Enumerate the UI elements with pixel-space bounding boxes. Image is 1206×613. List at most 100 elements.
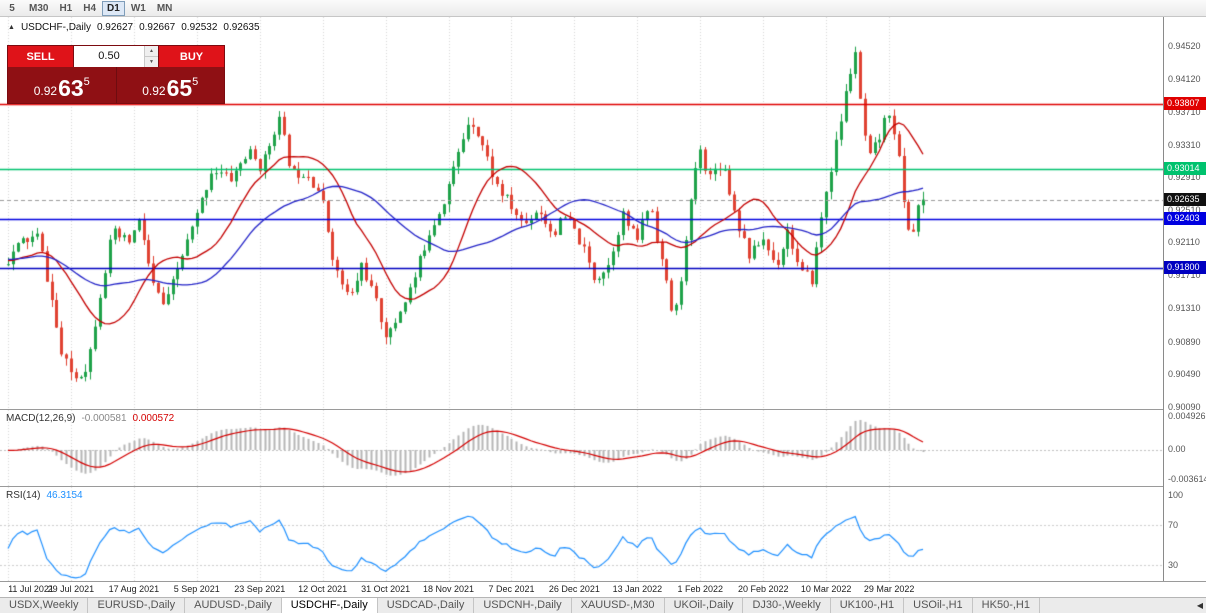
rsi-axis-label: 30 — [1168, 560, 1179, 570]
date-axis-label: 10 Mar 2022 — [800, 584, 852, 594]
ohlc-low: 0.92532 — [181, 22, 218, 33]
rsi-canvas[interactable] — [0, 487, 1163, 581]
timeframe-button-mn[interactable]: MN — [156, 2, 173, 14]
chart-tab-usdcnh-daily[interactable]: USDCNH-,Daily — [474, 598, 572, 613]
date-axis-label: 1 Feb 2022 — [677, 584, 724, 594]
date-axis-label: 18 Nov 2021 — [423, 584, 475, 594]
timeframe-button-w1[interactable]: W1 — [130, 2, 146, 14]
timeframe-button-h1[interactable]: H1 — [59, 2, 73, 14]
chart-tab-dj30-weekly[interactable]: DJ30-,Weekly — [743, 598, 831, 613]
timeframe-button-h4[interactable]: H4 — [83, 2, 97, 14]
macd-canvas[interactable] — [0, 410, 1163, 486]
lot-increase-icon[interactable]: ▲ — [145, 46, 158, 57]
ohlc-high: 0.92667 — [139, 22, 176, 33]
chart-tab-bar: USDX,Weekly EURUSD-,Daily AUDUSD-,Daily USD… — [0, 597, 1206, 613]
price-axis-label: 0.90090 — [1168, 402, 1201, 412]
macd-axis-label: -0.003614 — [1168, 474, 1206, 484]
one-click-trading-widget: SELL 0.50 ▲ ▼ BUY 0.92 63 5 0.92 — [7, 45, 225, 104]
rsi-name: RSI(14) — [6, 490, 41, 501]
date-axis-label: 11 Jul 2021 — [8, 584, 54, 594]
date-axis-label: 29 Mar 2022 — [863, 584, 915, 594]
macd-signal-value: 0.000572 — [132, 413, 175, 424]
bid-price-display[interactable]: 0.92 63 5 — [8, 67, 117, 103]
macd-axis-label: 0.00 — [1168, 444, 1186, 454]
date-axis-label: 17 Aug 2021 — [108, 584, 160, 594]
chart-tab-eurusd-daily[interactable]: EURUSD-,Daily — [88, 598, 186, 613]
price-axis-label: 0.94120 — [1168, 73, 1201, 84]
date-axis-label: 23 Sep 2021 — [234, 584, 286, 594]
chart-tab-usdchf-daily[interactable]: USDCHF-,Daily — [281, 598, 378, 613]
date-axis-label: 5 Sep 2021 — [173, 584, 220, 594]
tab-scroll-left-icon[interactable]: ◀ — [1196, 601, 1203, 610]
chart-tab-uk100-h1[interactable]: UK100-,H1 — [831, 598, 905, 613]
rsi-value: 46.3154 — [46, 490, 83, 501]
macd-axis-label: 0.004926 — [1168, 411, 1206, 421]
buy-button[interactable]: BUY — [158, 46, 224, 67]
date-axis-label: 20 Feb 2022 — [737, 584, 789, 594]
level-price-badge: 0.91800 — [1164, 260, 1206, 274]
chart-tab-xauusd-m30[interactable]: XAUUSD-,M30 — [572, 598, 665, 613]
rsi-axis-label: 70 — [1168, 520, 1179, 530]
ask-big-digits: 65 — [166, 75, 193, 102]
date-axis-label: 26 Dec 2021 — [548, 584, 600, 594]
level-price-badge: 0.93807 — [1164, 97, 1206, 111]
chart-tab-usdcad-daily[interactable]: USDCAD-,Daily — [378, 598, 475, 613]
symbol-name: USDCHF-,Daily — [20, 22, 91, 33]
lot-size-spinner[interactable]: 0.50 ▲ ▼ — [74, 46, 158, 67]
macd-name: MACD(12,26,9) — [6, 413, 76, 424]
symbol-ohlc-label: ▲ USDCHF-,Daily 0.92627 0.92667 0.92532 … — [8, 22, 260, 33]
price-axis-label: 0.93310 — [1168, 139, 1201, 150]
date-axis-label: 7 Dec 2021 — [488, 584, 535, 594]
chart-shift-icon[interactable]: ▲ — [8, 24, 15, 31]
price-axis-label: 0.92910 — [1168, 172, 1201, 183]
lot-stepper-buttons: ▲ ▼ — [144, 46, 158, 67]
price-axis-label: 0.92510 — [1168, 204, 1201, 215]
price-axis-label: 0.93710 — [1168, 107, 1201, 117]
rsi-indicator-panel: RSI(14) 46.3154 — [0, 486, 1163, 581]
ask-price-display[interactable]: 0.92 65 5 — [117, 67, 225, 103]
date-axis-label: 29 Jul 2021 — [47, 584, 95, 594]
bid-ask-row: 0.92 63 5 0.92 65 5 — [8, 67, 224, 103]
price-axis[interactable]: 0.94520 0.94120 0.93710 0.93310 0.92910 0.925… — [1163, 17, 1206, 581]
timeframe-toolbar: 5 M30 H1 H4 D1 W1 MN — [0, 0, 1206, 17]
lot-decrease-icon[interactable]: ▼ — [145, 57, 158, 67]
ohlc-open: 0.92627 — [96, 22, 134, 33]
ask-prefix: 0.92 — [142, 84, 166, 98]
price-chart-panel: ▲ USDCHF-,Daily 0.92627 0.92667 0.92532 … — [0, 17, 1163, 409]
current-price-badge: 0.92635 — [1164, 192, 1206, 206]
ohlc-close: 0.92635 — [223, 22, 260, 33]
price-axis-label: 0.91710 — [1168, 269, 1201, 280]
date-axis-label: 12 Oct 2021 — [298, 584, 348, 594]
date-axis-label: 13 Jan 2022 — [612, 584, 663, 594]
lot-size-value[interactable]: 0.50 — [98, 50, 120, 62]
price-axis-label: 0.90490 — [1168, 369, 1201, 380]
date-axis[interactable]: 11 Jul 2021 29 Jul 2021 17 Aug 2021 5 Sep 2… — [0, 581, 1206, 597]
macd-label: MACD(12,26,9) -0.000581 0.000572 — [6, 413, 174, 424]
macd-main-value: -0.000581 — [81, 413, 127, 424]
trade-buttons-row: SELL 0.50 ▲ ▼ BUY — [8, 46, 224, 67]
chart-tab-audusd-daily[interactable]: AUDUSD-,Daily — [185, 598, 282, 613]
date-axis-label: 31 Oct 2021 — [361, 584, 411, 594]
timeframe-button-m30[interactable]: M30 — [29, 2, 49, 14]
chart-tab-hk50-h1[interactable]: HK50-,H1 — [973, 598, 1040, 613]
rsi-axis-label: 100 — [1168, 490, 1184, 500]
rsi-label: RSI(14) 46.3154 — [6, 490, 83, 501]
bid-big-digits: 63 — [58, 75, 84, 102]
price-axis-label: 0.90890 — [1168, 336, 1201, 347]
price-axis-label: 0.92110 — [1168, 237, 1200, 248]
price-axis-label: 0.94520 — [1168, 41, 1201, 51]
price-axis-label: 0.91310 — [1168, 302, 1201, 313]
timeframe-button-d1[interactable]: D1 — [102, 0, 125, 16]
bid-prefix: 0.92 — [33, 84, 58, 98]
ask-pipette: 5 — [192, 76, 199, 88]
bid-pipette: 5 — [83, 76, 90, 88]
level-price-badge: 0.92403 — [1164, 211, 1206, 225]
chart-tab-ukoil-daily[interactable]: UKOil-,Daily — [665, 598, 744, 613]
macd-indicator-panel: MACD(12,26,9) -0.000581 0.000572 — [0, 409, 1163, 486]
chart-tab-usoil-h1[interactable]: USOil-,H1 — [904, 598, 973, 613]
chart-tab-usdx-weekly[interactable]: USDX,Weekly — [0, 598, 89, 613]
sell-button[interactable]: SELL — [8, 46, 74, 67]
level-price-badge: 0.93014 — [1164, 161, 1206, 175]
timeframe-button-5[interactable]: 5 — [9, 2, 15, 14]
